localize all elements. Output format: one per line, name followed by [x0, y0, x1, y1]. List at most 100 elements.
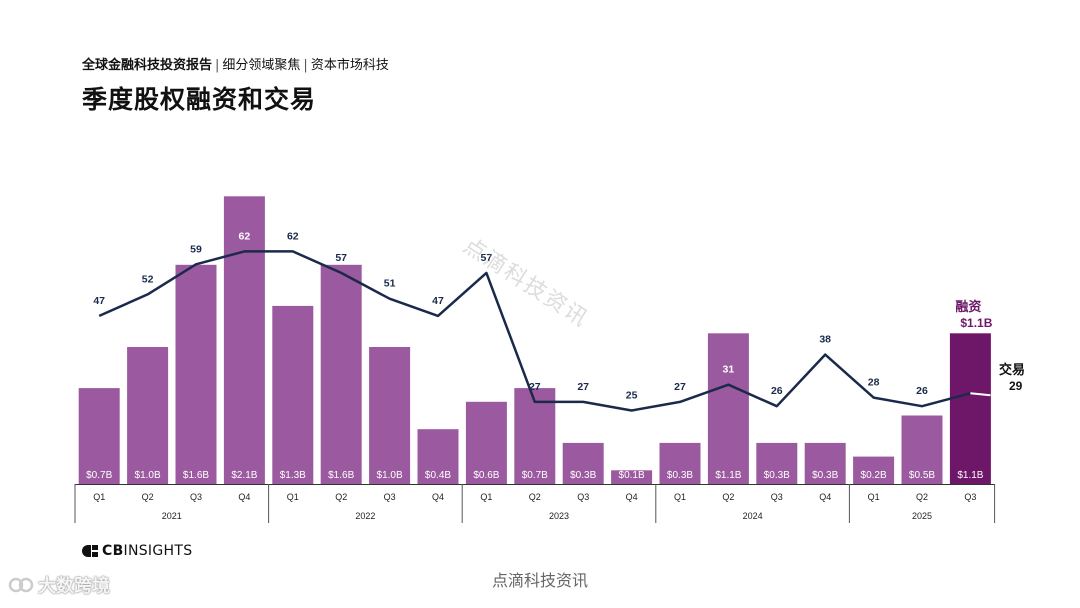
deal-count-label: 51 [384, 278, 396, 290]
quarter-tick-label: Q4 [626, 492, 638, 502]
page-title: 季度股权融资和交易 [82, 85, 317, 114]
quarter-tick-label: Q3 [964, 492, 976, 502]
bar-value-label: $0.5B [909, 470, 935, 481]
quarter-tick-label: Q1 [480, 492, 492, 502]
report-header: 全球金融科技投资报告 | 细分领域聚焦 | 资本市场科技 季度股权融资和交易 [82, 54, 389, 116]
quarter-tick-label: Q1 [93, 492, 105, 502]
deal-count-label: 27 [529, 381, 541, 393]
quarter-tick-label: Q2 [722, 492, 734, 502]
bar-value-label: $0.4B [425, 470, 451, 481]
breadcrumb-topic: 资本市场科技 [310, 58, 389, 73]
deal-count-label: 62 [287, 230, 299, 242]
deal-count-label: 25 [626, 390, 638, 402]
bar-value-label: $0.3B [667, 470, 693, 481]
source-caption: 点滴科技资讯 [491, 571, 588, 590]
cb-insights-logo: CBINSIGHTS [82, 543, 192, 559]
deal-count-label: 59 [190, 243, 202, 255]
bar [320, 264, 362, 484]
quarter-tick-label: Q2 [335, 492, 347, 502]
breadcrumb-separator: | [303, 58, 308, 73]
deal-count-label: 47 [432, 295, 444, 307]
bar [949, 333, 991, 484]
quarter-tick-label: Q3 [771, 492, 783, 502]
quarter-tick-label: Q2 [529, 492, 541, 502]
deals-line-tail [970, 392, 991, 397]
deals-callout-value: 29 [1009, 379, 1023, 393]
bar-value-label: $0.2B [861, 470, 887, 481]
bar [465, 401, 507, 484]
quarter-tick-label: Q2 [142, 492, 154, 502]
logo-text: CBINSIGHTS [102, 543, 192, 559]
deal-count-label: 26 [916, 385, 928, 397]
quarter-tick-label: Q3 [190, 492, 202, 502]
quarter-tick-label: Q4 [819, 492, 831, 502]
quarter-tick-label: Q2 [916, 492, 928, 502]
bar-value-label: $1.3B [280, 470, 306, 481]
bar-value-label: $1.6B [183, 470, 209, 481]
bar [756, 442, 798, 484]
bar-value-label: $1.1B [715, 470, 741, 481]
bar [78, 388, 120, 484]
quarter-tick-label: Q1 [674, 492, 686, 502]
breadcrumb-separator: | [215, 58, 220, 73]
brand-watermark-text: 大数跨境 [38, 576, 110, 597]
quarter-tick-label: Q1 [287, 492, 299, 502]
deal-count-label: 28 [868, 377, 880, 389]
cb-logo-icon [82, 545, 98, 557]
quarter-tick-label: Q1 [868, 492, 880, 502]
bar [901, 415, 943, 484]
bar-value-label: $1.1B [957, 470, 983, 481]
bar-value-label: $1.0B [135, 470, 161, 481]
funding-callout-value: $1.1B [960, 316, 992, 330]
bar-value-label: $0.7B [86, 470, 112, 481]
bar-value-label: $1.6B [328, 470, 354, 481]
year-tick-label: 2025 [912, 511, 932, 521]
bar [417, 429, 459, 484]
bar [804, 442, 846, 484]
deal-count-label: 62 [239, 230, 251, 242]
deal-count-label: 27 [577, 381, 589, 393]
breadcrumb: 全球金融科技投资报告 | 细分领域聚焦 | 资本市场科技 [82, 54, 389, 73]
deal-count-label: 52 [142, 273, 154, 285]
deal-count-label: 31 [723, 364, 735, 376]
bar [611, 470, 653, 484]
bar-value-label: $2.1B [231, 470, 257, 481]
bar [272, 305, 314, 484]
bar [514, 388, 556, 484]
quarter-tick-label: Q3 [384, 492, 396, 502]
quarter-tick-label: Q4 [432, 492, 444, 502]
deals-callout-label: 交易 [999, 362, 1025, 378]
brand-watermark-icon [8, 577, 34, 593]
year-tick-label: 2021 [162, 511, 182, 521]
bar [707, 333, 749, 484]
breadcrumb-section: 细分领域聚焦 [222, 58, 301, 73]
logo-insights: INSIGHTS [123, 543, 193, 559]
bar [127, 347, 169, 484]
deal-count-label: 57 [335, 252, 347, 264]
brand-watermark: 大数跨境 [8, 572, 110, 598]
bar-value-label: $0.3B [812, 470, 838, 481]
bar [659, 442, 701, 484]
breadcrumb-report: 全球金融科技投资报告 [82, 58, 213, 73]
deal-count-label: 57 [481, 252, 493, 264]
quarter-tick-label: Q3 [577, 492, 589, 502]
deal-count-label: 47 [93, 295, 105, 307]
bar [175, 264, 217, 484]
bar [853, 456, 895, 484]
bar-value-label: $0.6B [473, 470, 499, 481]
deal-count-label: 38 [819, 334, 831, 346]
logo-cb: CB [102, 543, 124, 559]
deal-count-label: 26 [771, 385, 783, 397]
year-tick-label: 2023 [549, 511, 569, 521]
year-tick-label: 2022 [355, 511, 375, 521]
bar-value-label: $0.7B [522, 470, 548, 481]
bar-value-label: $0.3B [764, 470, 790, 481]
bar [369, 347, 411, 484]
bar-value-label: $1.0B [377, 470, 403, 481]
bar [562, 442, 604, 484]
deals-line [98, 250, 971, 412]
bar [223, 196, 265, 485]
funding-callout-label: 融资 [955, 299, 981, 315]
quarter-tick-label: Q4 [238, 492, 250, 502]
